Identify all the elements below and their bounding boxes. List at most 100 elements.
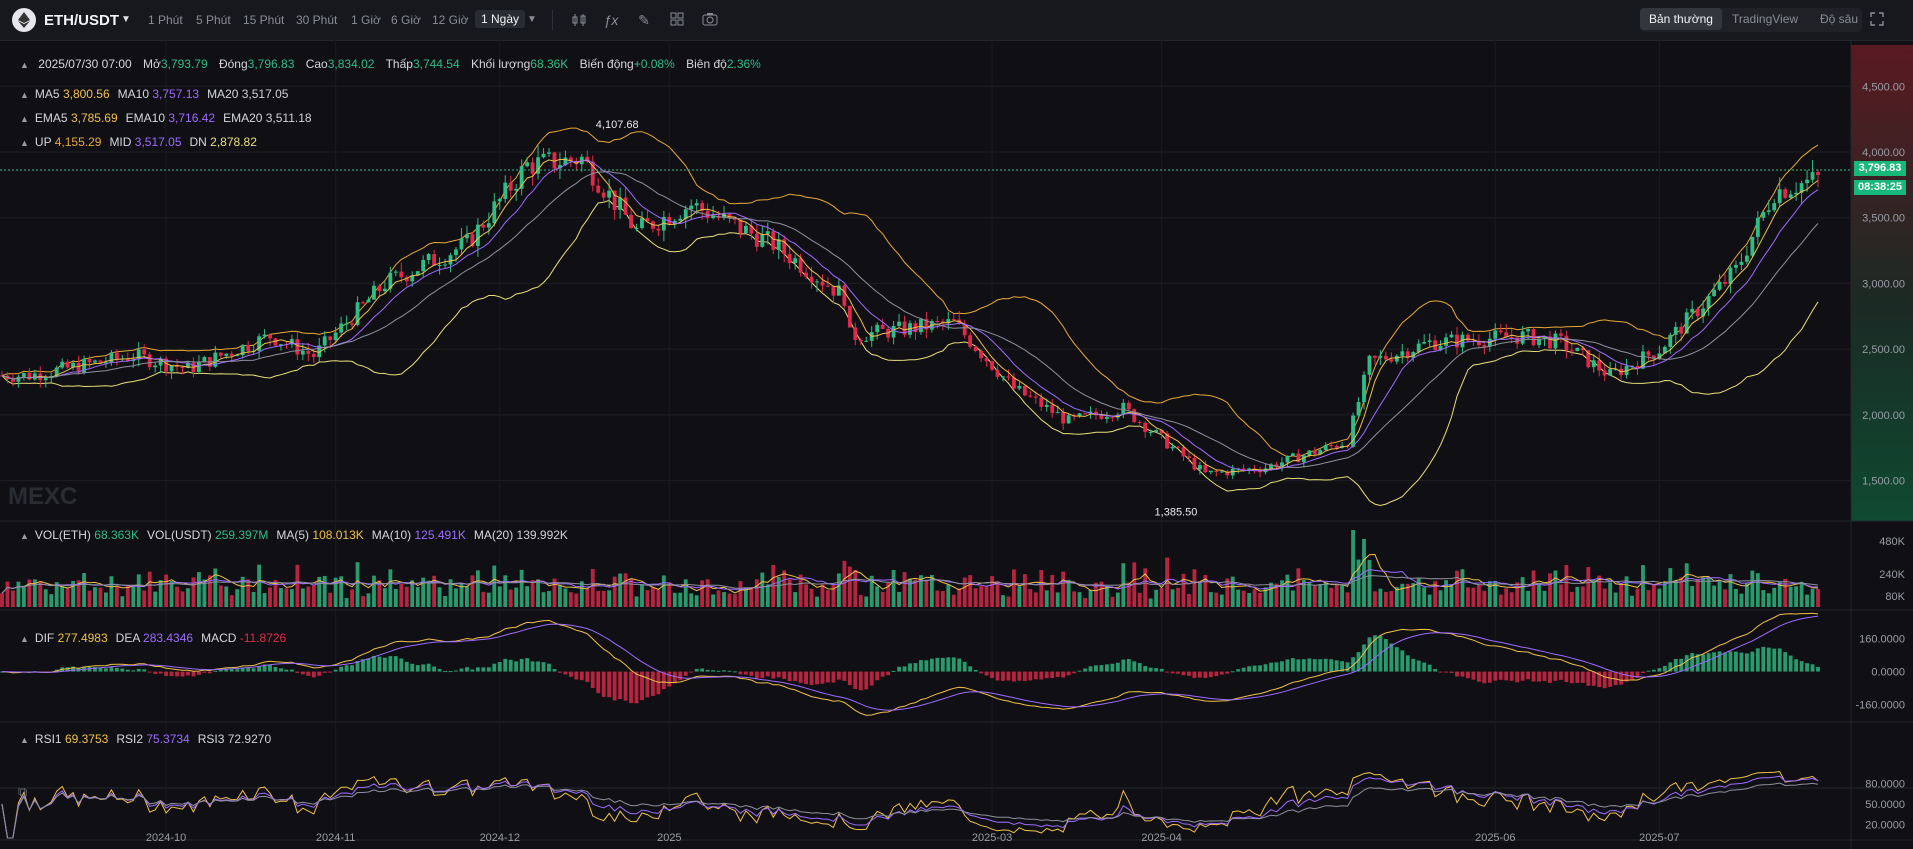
- macd-histogram-bar: [153, 671, 158, 674]
- collapse-caret-icon[interactable]: ▲: [20, 60, 29, 70]
- mode-tradingview[interactable]: TradingView: [1732, 12, 1799, 26]
- indicator-fx-icon[interactable]: ƒx: [603, 12, 619, 28]
- timeframe-12h[interactable]: 12 Giờ: [432, 13, 469, 27]
- rsi-legend[interactable]: ▲ RSI1 69.3753 RSI2 75.3734 RSI3 72.9270: [20, 732, 272, 746]
- layout-grid-icon[interactable]: [669, 12, 685, 28]
- candle-body: [82, 359, 86, 373]
- timeframe-1d[interactable]: 1 Ngày: [475, 10, 526, 28]
- volume-bar: [1701, 577, 1706, 607]
- ma-legend[interactable]: ▲ MA5 3,800.56 MA10 3,757.13 MA20 3,517.05: [20, 87, 289, 101]
- timeframe-6h[interactable]: 6 Giờ: [391, 13, 421, 27]
- volume-bar: [1050, 574, 1055, 607]
- volume-bar: [43, 589, 48, 607]
- candle-body: [1383, 355, 1388, 360]
- candle-body: [470, 234, 475, 246]
- collapse-caret-icon[interactable]: ▲: [20, 735, 29, 745]
- macd-histogram-bar: [634, 671, 639, 704]
- candle-body: [268, 334, 272, 339]
- volume-bar: [1083, 597, 1087, 607]
- macd-legend[interactable]: ▲ DIF 277.4983 DEA 283.4346 MACD -11.8726: [20, 631, 287, 645]
- macd-histogram-bar: [1340, 661, 1345, 672]
- macd-histogram-bar: [1351, 657, 1355, 672]
- dif-value: 277.4983: [57, 631, 108, 645]
- volume-bar: [743, 587, 748, 607]
- macd-histogram-bar: [1630, 671, 1634, 680]
- chart-canvas[interactable]: MEXC 4,500.00 4,000.00 3,500.00 3,000.00 2,5…: [0, 40, 1913, 849]
- mode-depth[interactable]: Độ sâu: [1820, 12, 1859, 26]
- volume-bar: [1438, 590, 1443, 607]
- volume-bar: [1318, 583, 1323, 607]
- pair-selector[interactable]: ETH/USDT: [44, 12, 119, 29]
- volume-bar: [306, 586, 311, 607]
- macd-histogram-bar: [760, 671, 765, 679]
- timeframe-15m[interactable]: 15 Phút: [243, 13, 285, 27]
- volume-bar: [1170, 589, 1175, 607]
- candle-body: [547, 152, 551, 154]
- candle-body: [962, 323, 967, 336]
- timeframe-5m[interactable]: 5 Phút: [196, 13, 231, 27]
- candle-body: [169, 365, 174, 372]
- macd-histogram-bar: [1444, 671, 1448, 673]
- candle-body: [393, 271, 398, 273]
- macd-histogram-bar: [547, 663, 551, 672]
- draw-pen-icon[interactable]: ✎: [638, 12, 650, 28]
- macd-histogram-bar: [1094, 665, 1098, 672]
- macd-histogram-bar: [202, 671, 207, 673]
- macd-histogram-bar: [1542, 671, 1547, 681]
- timeframe-1h[interactable]: 1 Giờ: [351, 13, 381, 27]
- fullscreen-icon[interactable]: [1870, 12, 1886, 28]
- ema-legend[interactable]: ▲ EMA5 3,785.69 EMA10 3,716.42 EMA20 3,511.…: [20, 111, 312, 125]
- macd-histogram-bar: [1296, 659, 1301, 672]
- boll-legend[interactable]: ▲ UP 4,155.29 MID 3,517.05 DN 2,878.82: [20, 135, 257, 149]
- candle-body: [322, 336, 327, 346]
- collapse-caret-icon[interactable]: ▲: [20, 634, 29, 644]
- candle-body: [836, 285, 841, 296]
- macd-histogram-bar: [1416, 660, 1421, 672]
- collapse-caret-icon[interactable]: ▲: [20, 138, 29, 148]
- candle-type-icon[interactable]: [571, 12, 587, 28]
- volume-bar: [246, 579, 251, 607]
- candle-body: [1695, 308, 1700, 317]
- candle-body: [1247, 468, 1252, 470]
- collapse-caret-icon[interactable]: ▲: [20, 531, 29, 541]
- timeframe-1m[interactable]: 1 Phút: [148, 13, 183, 27]
- macd-histogram-bar: [333, 669, 338, 672]
- volume-bar: [104, 592, 108, 607]
- candle-body: [136, 349, 141, 360]
- collapse-caret-icon[interactable]: ▲: [20, 114, 29, 124]
- volume-bar: [1668, 568, 1673, 607]
- volume-bar: [1148, 598, 1153, 607]
- volume-bar: [590, 568, 595, 607]
- volume-bar: [1487, 581, 1492, 607]
- rsi3-line: [1, 782, 1819, 839]
- volume-bar: [372, 575, 376, 607]
- volume-bar: [705, 579, 710, 607]
- mode-standard[interactable]: Bản thường: [1640, 8, 1722, 30]
- macd-histogram-bar: [1176, 671, 1180, 674]
- candle-body: [864, 340, 869, 342]
- macd-histogram-bar: [508, 659, 513, 672]
- candle-body: [842, 285, 847, 306]
- candle-body: [990, 361, 994, 370]
- volume-bar: [1252, 589, 1257, 607]
- volume-bar: [1405, 583, 1410, 607]
- chevron-down-icon[interactable]: ▼: [121, 14, 131, 25]
- close-label: Đóng: [218, 57, 248, 71]
- candle-body: [738, 219, 743, 234]
- macd-histogram-bar: [1022, 671, 1027, 681]
- volume-bar: [213, 568, 218, 607]
- camera-icon[interactable]: [702, 12, 718, 28]
- volume-bar: [831, 584, 836, 607]
- candle-body: [1537, 338, 1541, 346]
- time-tick-label: 2024-12: [480, 832, 520, 844]
- volume-bar: [382, 588, 387, 607]
- timeframe-more-chevron-icon[interactable]: ▼: [527, 14, 537, 25]
- candle-body: [1001, 376, 1005, 378]
- settings-layers-icon[interactable]: ⧉: [18, 784, 28, 799]
- macd-histogram-bar: [1192, 671, 1197, 678]
- collapse-caret-icon[interactable]: ▲: [20, 90, 29, 100]
- volume-bar: [21, 585, 26, 607]
- timeframe-30m[interactable]: 30 Phút: [296, 13, 338, 27]
- candle-body: [897, 321, 901, 326]
- volume-legend[interactable]: ▲ VOL(ETH) 68.363K VOL(USDT) 259.397M MA(5)…: [20, 528, 568, 542]
